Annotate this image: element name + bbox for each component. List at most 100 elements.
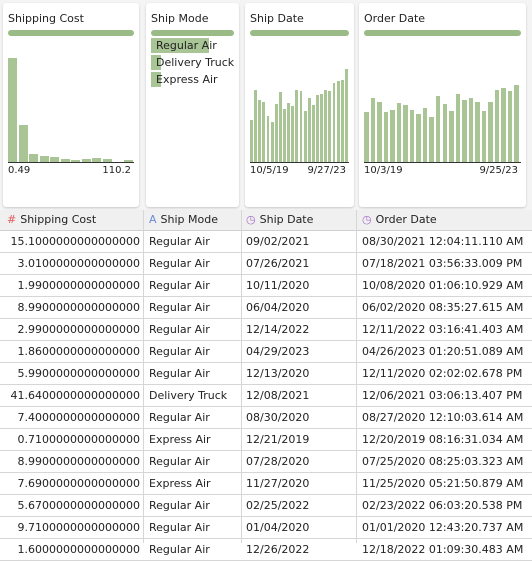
ship-date-cell[interactable]: 02/25/2022	[246, 499, 310, 512]
shipping-cost-cell[interactable]: 5.6700000000000000	[17, 499, 140, 512]
shipping-cost-cell[interactable]: 15.1000000000000000	[10, 235, 140, 248]
histogram-bar[interactable]	[377, 101, 382, 162]
category-bar[interactable]: Delivery Truck	[151, 55, 234, 70]
histogram-bar[interactable]	[507, 91, 513, 162]
histogram-bar[interactable]	[295, 90, 299, 162]
histogram-bar[interactable]	[449, 111, 454, 162]
table-row[interactable]: 41.6400000000000000 Delivery Truck 12/08/2…	[0, 385, 532, 407]
order-date-cell[interactable]: 07/18/2021 03:56:33.009 PM	[362, 257, 523, 270]
ship-date-cell[interactable]: 12/08/2021	[246, 389, 310, 402]
shipping-cost-cell[interactable]: 1.8600000000000000	[17, 345, 140, 358]
ship-date-cell[interactable]: 12/13/2020	[246, 367, 310, 380]
histogram-bar[interactable]	[287, 102, 291, 162]
shipping-cost-cell[interactable]: 1.9900000000000000	[17, 279, 140, 292]
table-row[interactable]: 8.9900000000000000 Regular Air 07/28/2020 0…	[0, 451, 532, 473]
column-header-ship-date[interactable]: ◷ Ship Date	[246, 210, 313, 230]
order-date-cell[interactable]: 12/11/2022 03:16:41.403 AM	[362, 323, 524, 336]
ship-mode-cell[interactable]: Regular Air	[149, 367, 210, 380]
shipping-cost-cell[interactable]: 0.7100000000000000	[17, 433, 140, 446]
ship-date-cell[interactable]: 12/21/2019	[246, 433, 310, 446]
table-row[interactable]: 1.8600000000000000 Regular Air 04/29/2023 0…	[0, 341, 532, 363]
order-date-histogram[interactable]	[364, 58, 521, 162]
table-row[interactable]: 8.9900000000000000 Regular Air 06/04/2020 0…	[0, 297, 532, 319]
table-row[interactable]: 2.9900000000000000 Regular Air 12/14/2022 1…	[0, 319, 532, 341]
ship-mode-cell[interactable]: Regular Air	[149, 257, 210, 270]
ship-mode-cell[interactable]: Regular Air	[149, 455, 210, 468]
histogram-bar[interactable]	[488, 101, 493, 162]
histogram-bar[interactable]	[336, 80, 340, 162]
histogram-bar[interactable]	[316, 95, 319, 162]
histogram-bar[interactable]	[468, 97, 474, 162]
order-date-cell[interactable]: 12/11/2020 02:02:02.678 PM	[362, 367, 523, 380]
ship-date-cell[interactable]: 06/04/2020	[246, 301, 310, 314]
ship-date-cell[interactable]: 12/14/2022	[246, 323, 310, 336]
histogram-bar[interactable]	[390, 110, 395, 162]
ship-mode-cell[interactable]: Regular Air	[149, 323, 210, 336]
histogram-bar[interactable]	[71, 159, 80, 162]
order-date-cell[interactable]: 06/02/2020 08:35:27.615 AM	[362, 301, 524, 314]
ship-date-cell[interactable]: 12/26/2022	[246, 543, 310, 556]
histogram-bar[interactable]	[303, 111, 307, 162]
histogram-bar[interactable]	[320, 94, 324, 162]
histogram-bar[interactable]	[81, 158, 91, 162]
order-date-cell[interactable]: 08/27/2020 12:10:03.614 AM	[362, 411, 524, 424]
histogram-bar[interactable]	[340, 79, 344, 162]
category-bar[interactable]: Express Air	[151, 72, 234, 87]
histogram-bar[interactable]	[409, 110, 415, 162]
order-date-cell[interactable]: 01/01/2020 12:43:20.737 AM	[362, 521, 524, 534]
table-row[interactable]: 1.9900000000000000 Regular Air 10/11/2020 1…	[0, 275, 532, 297]
histogram-bar[interactable]	[274, 103, 278, 162]
table-row[interactable]: 5.6700000000000000 Regular Air 02/25/2022 0…	[0, 495, 532, 517]
ship-date-cell[interactable]: 01/04/2020	[246, 521, 310, 534]
category-bar[interactable]: Regular Air	[151, 38, 234, 53]
ship-mode-card[interactable]: Ship Mode Regular Air Delivery Truck Expre…	[146, 3, 239, 207]
table-row[interactable]: 15.1000000000000000 Regular Air 09/02/2021…	[0, 231, 532, 253]
histogram-bar[interactable]	[462, 99, 467, 162]
ship-mode-cell[interactable]: Regular Air	[149, 345, 210, 358]
shipping-cost-cell[interactable]: 1.6000000000000000	[17, 543, 140, 556]
ship-date-cell[interactable]: 11/27/2020	[246, 477, 310, 490]
column-header-shipping-cost[interactable]: # Shipping Cost	[7, 210, 96, 230]
histogram-bar[interactable]	[278, 92, 282, 162]
ship-date-cell[interactable]: 07/26/2021	[246, 257, 310, 270]
shipping-cost-cell[interactable]: 5.9900000000000000	[17, 367, 140, 380]
ship-date-cell[interactable]: 08/30/2020	[246, 411, 310, 424]
histogram-bar[interactable]	[92, 157, 101, 162]
table-row[interactable]: 0.7100000000000000 Express Air 12/21/2019 1…	[0, 429, 532, 451]
histogram-bar[interactable]	[60, 158, 70, 162]
ship-date-card[interactable]: Ship Date 10/5/19 9/27/23	[245, 3, 354, 207]
ship-mode-cell[interactable]: Regular Air	[149, 411, 210, 424]
shipping-cost-cell[interactable]: 9.7100000000000000	[17, 521, 140, 534]
order-date-cell[interactable]: 07/25/2020 08:25:03.323 AM	[362, 455, 524, 468]
table-row[interactable]: 9.7100000000000000 Regular Air 01/04/2020 0…	[0, 517, 532, 539]
histogram-bar[interactable]	[299, 91, 303, 162]
histogram-bar[interactable]	[266, 116, 270, 162]
histogram-bar[interactable]	[291, 105, 295, 162]
shipping-cost-histogram[interactable]	[8, 58, 134, 162]
histogram-bar[interactable]	[258, 99, 262, 162]
ship-mode-cell[interactable]: Express Air	[149, 433, 211, 446]
histogram-bar[interactable]	[50, 156, 59, 162]
histogram-bar[interactable]	[18, 124, 28, 162]
ship-mode-cell[interactable]: Regular Air	[149, 543, 210, 556]
histogram-bar[interactable]	[324, 90, 328, 162]
shipping-cost-cell[interactable]: 41.6400000000000000	[10, 389, 140, 402]
histogram-bar[interactable]	[344, 69, 348, 162]
ship-date-cell[interactable]: 07/28/2020	[246, 455, 310, 468]
histogram-bar[interactable]	[481, 111, 487, 162]
histogram-bar[interactable]	[396, 102, 402, 162]
ship-date-histogram[interactable]	[250, 58, 349, 162]
shipping-cost-cell[interactable]: 7.6900000000000000	[17, 477, 140, 490]
histogram-bar[interactable]	[123, 159, 133, 162]
histogram-bar[interactable]	[514, 85, 519, 162]
order-date-cell[interactable]: 10/08/2020 01:06:10.929 AM	[362, 279, 524, 292]
table-row[interactable]: 5.9900000000000000 Regular Air 12/13/2020 1…	[0, 363, 532, 385]
ship-mode-cell[interactable]: Regular Air	[149, 235, 210, 248]
column-header-ship-mode[interactable]: A Ship Mode	[149, 210, 218, 230]
ship-date-cell[interactable]: 04/29/2023	[246, 345, 310, 358]
order-date-card[interactable]: Order Date 10/3/19 9/25/23	[359, 3, 526, 207]
histogram-bar[interactable]	[332, 82, 336, 162]
ship-mode-cell[interactable]: Regular Air	[149, 279, 210, 292]
ship-mode-cell[interactable]: Regular Air	[149, 301, 210, 314]
shipping-cost-card[interactable]: Shipping Cost 0.49 110.2	[3, 3, 139, 207]
